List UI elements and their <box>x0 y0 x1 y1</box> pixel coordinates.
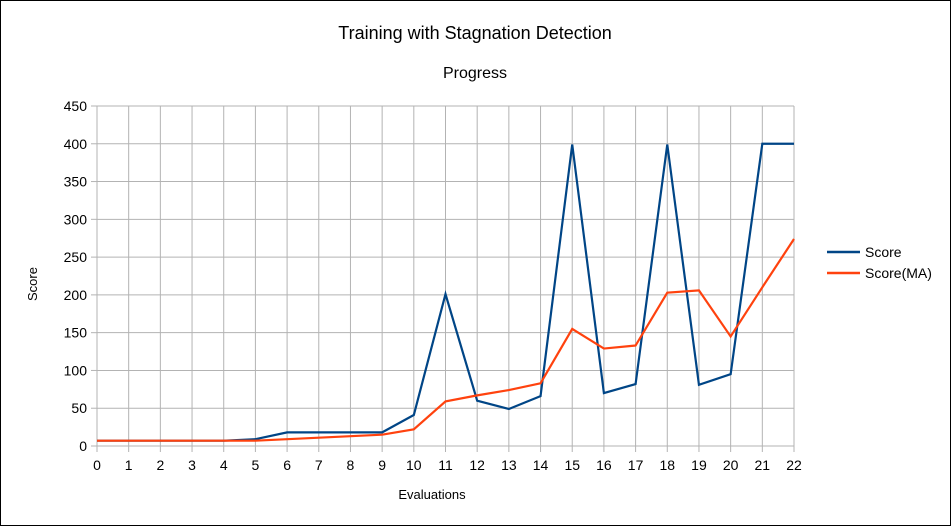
x-tick-label: 0 <box>93 457 101 473</box>
x-axis-label: Evaluations <box>398 487 466 502</box>
y-tick-label: 100 <box>64 362 88 378</box>
y-tick-label: 300 <box>64 211 88 227</box>
x-tick-label: 3 <box>188 457 196 473</box>
x-tick-label: 7 <box>315 457 323 473</box>
x-tick-label: 17 <box>628 457 644 473</box>
x-tick-label: 20 <box>723 457 739 473</box>
y-tick-label: 350 <box>64 174 88 190</box>
x-tick-label: 21 <box>755 457 771 473</box>
legend-label-score-ma: Score(MA) <box>865 265 932 281</box>
x-tick-label: 10 <box>406 457 422 473</box>
legend-label-score: Score <box>865 244 902 260</box>
x-tick-label: 22 <box>786 457 802 473</box>
x-tick-label: 16 <box>596 457 612 473</box>
x-tick-label: 13 <box>501 457 517 473</box>
y-tick-label: 150 <box>64 325 88 341</box>
x-tick-label: 14 <box>533 457 549 473</box>
x-tick-label: 18 <box>659 457 675 473</box>
x-tick-label: 8 <box>347 457 355 473</box>
chart-title: Training with Stagnation Detection <box>338 23 612 43</box>
x-tick-label: 11 <box>438 457 453 473</box>
x-tick-label: 6 <box>283 457 291 473</box>
x-tick-label: 15 <box>564 457 580 473</box>
series-lines <box>97 142 795 442</box>
series-line-score-ma <box>97 238 795 442</box>
y-tick-label: 400 <box>64 136 88 152</box>
y-axis-label: Score <box>25 267 40 301</box>
y-tick-label: 250 <box>64 249 88 265</box>
y-tick-label: 450 <box>64 98 88 114</box>
x-tick-label: 19 <box>691 457 707 473</box>
y-tick-label: 50 <box>71 400 87 416</box>
chart-subtitle: Progress <box>443 65 507 82</box>
x-tick-label: 4 <box>220 457 228 473</box>
x-tick-label: 9 <box>378 457 386 473</box>
x-tick-label: 2 <box>156 457 164 473</box>
grid <box>91 105 795 452</box>
x-tick-label: 12 <box>469 457 485 473</box>
y-tick-label: 0 <box>79 438 87 454</box>
y-tick-label: 200 <box>64 287 88 303</box>
x-tick-label: 5 <box>252 457 260 473</box>
legend: Score Score(MA) <box>827 244 932 281</box>
x-tick-label: 1 <box>125 457 133 473</box>
